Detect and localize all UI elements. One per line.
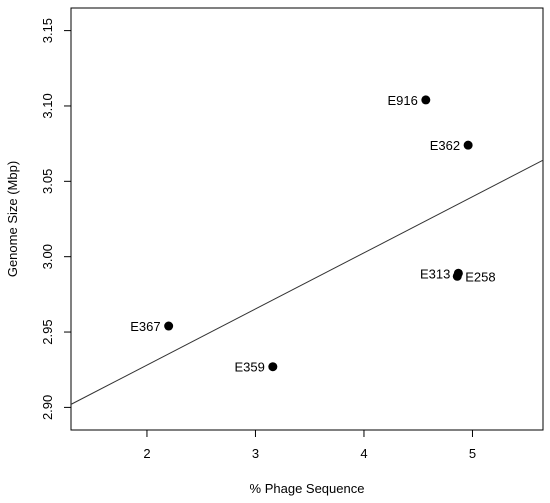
x-tick-label: 5 bbox=[469, 446, 476, 461]
data-point bbox=[452, 271, 462, 281]
data-point bbox=[463, 140, 473, 150]
y-tick-label: 3.05 bbox=[40, 169, 55, 194]
x-tick-label: 4 bbox=[360, 446, 367, 461]
y-tick-label: 2.90 bbox=[40, 395, 55, 420]
data-point bbox=[164, 321, 174, 331]
x-tick-label: 3 bbox=[252, 446, 259, 461]
y-tick-label: 3.10 bbox=[40, 93, 55, 118]
x-axis: 2 3 4 5 bbox=[143, 430, 476, 461]
y-axis-title: Genome Size (Mbp) bbox=[5, 161, 20, 277]
point-label: E313 bbox=[420, 266, 450, 281]
y-axis: 2.90 2.95 3.00 3.05 3.10 3.15 bbox=[40, 18, 71, 420]
point-label: E367 bbox=[130, 319, 160, 334]
point-label: E362 bbox=[430, 138, 460, 153]
x-tick-label: 2 bbox=[143, 446, 150, 461]
y-tick-label: 3.15 bbox=[40, 18, 55, 43]
data-point bbox=[421, 95, 431, 105]
point-label: E258 bbox=[465, 269, 495, 284]
data-point bbox=[268, 362, 278, 372]
data-points: E916 E362 E313 E258 E367 E359 bbox=[130, 93, 495, 375]
y-tick-label: 3.00 bbox=[40, 244, 55, 269]
trend-line bbox=[70, 159, 544, 405]
point-label: E359 bbox=[234, 360, 264, 375]
plot-frame bbox=[70, 7, 544, 431]
point-label: E916 bbox=[387, 93, 417, 108]
y-tick-label: 2.95 bbox=[40, 319, 55, 344]
x-axis-title: % Phage Sequence bbox=[250, 481, 365, 496]
